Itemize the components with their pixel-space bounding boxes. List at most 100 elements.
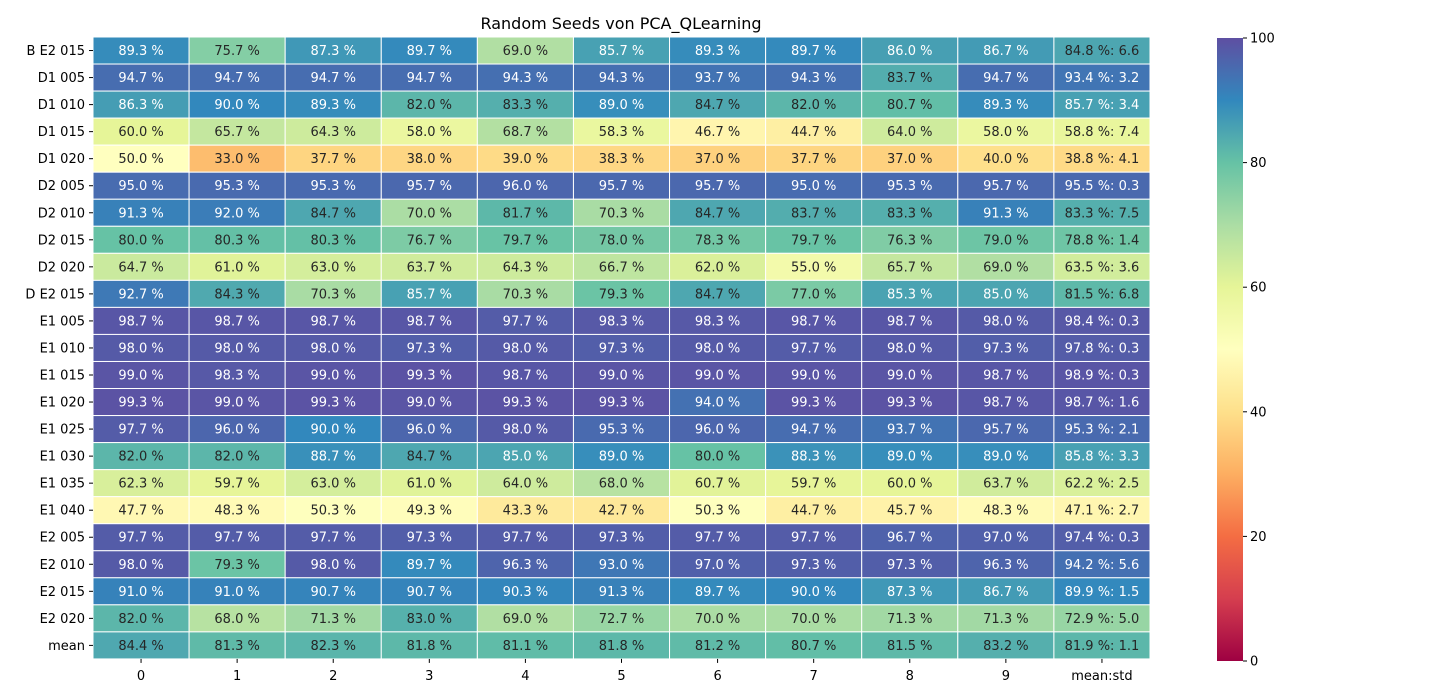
- y-tick-label: D2 015: [38, 233, 85, 248]
- cell-label: 99.0 %: [118, 369, 163, 384]
- cell-label: 50.3 %: [695, 504, 740, 519]
- heatmap-cell: [188, 198, 286, 227]
- colorbar-tick-label: 80: [1250, 156, 1267, 171]
- cell-label: 58.8 %: 7.4: [1065, 125, 1140, 140]
- cell-label: 81.5 %: 6.8: [1065, 287, 1140, 302]
- cell-label: 94.3 %: [503, 71, 548, 86]
- heatmap-cell: [669, 90, 767, 119]
- cell-label: 58.3 %: [599, 125, 644, 140]
- cell-label: 96.0 %: [214, 423, 259, 438]
- cell-label: 62.0 %: [695, 260, 740, 275]
- cell-label: 99.0 %: [311, 369, 356, 384]
- cell-label: 69.0 %: [983, 260, 1028, 275]
- cell-label: 95.5 %: 0.3: [1065, 179, 1140, 194]
- cell-label: 89.0 %: [983, 450, 1028, 465]
- cell-label: 84.8 %: 6.6: [1065, 44, 1140, 59]
- cell-label: 83.7 %: [791, 206, 836, 221]
- heatmap-cell: [1053, 36, 1151, 65]
- heatmap-cell: [861, 252, 959, 281]
- cell-label: 89.7 %: [791, 44, 836, 59]
- cell-label: 68.0 %: [214, 612, 259, 627]
- heatmap-cell: [92, 604, 190, 633]
- cell-label: 98.0 %: [695, 341, 740, 356]
- cell-label: 81.9 %: 1.1: [1065, 639, 1140, 654]
- x-tick-label: 5: [617, 669, 625, 684]
- cell-label: 98.0 %: [311, 341, 356, 356]
- heatmap-cell: [861, 279, 959, 308]
- cell-label: 37.7 %: [311, 152, 356, 167]
- cell-label: 84.7 %: [407, 450, 452, 465]
- heatmap-cell: [92, 252, 190, 281]
- cell-label: 97.0 %: [695, 558, 740, 573]
- heatmap-cell: [861, 117, 959, 146]
- heatmap-cell: [1053, 631, 1151, 660]
- cell-label: 95.7 %: [983, 179, 1028, 194]
- cell-label: 37.0 %: [887, 152, 932, 167]
- cell-label: 70.0 %: [791, 612, 836, 627]
- heatmap-cell: [861, 198, 959, 227]
- cell-label: 97.7 %: [503, 314, 548, 329]
- heatmap-cell: [572, 36, 671, 65]
- cell-label: 99.3 %: [791, 396, 836, 411]
- heatmap-cell: [765, 198, 863, 227]
- heatmap-cell: [188, 333, 286, 362]
- cell-label: 97.7 %: [791, 531, 836, 546]
- x-tick-label: 4: [521, 669, 529, 684]
- cell-label: 79.7 %: [503, 233, 548, 248]
- cell-label: 83.3 %: 7.5: [1065, 206, 1140, 221]
- heatmap-cell: [572, 117, 671, 146]
- cell-label: 86.3 %: [118, 98, 163, 113]
- heatmap-cell: [380, 496, 478, 525]
- heatmap-cell: [957, 550, 1055, 579]
- heatmap-cell: [92, 198, 190, 227]
- heatmap-cell: [861, 550, 959, 579]
- cell-label: 94.3 %: [791, 71, 836, 86]
- cell-label: 82.0 %: [407, 98, 452, 113]
- heatmap-cell: [669, 333, 767, 362]
- cell-label: 80.7 %: [791, 639, 836, 654]
- heatmap-cell: [284, 198, 382, 227]
- cell-label: 83.0 %: [407, 612, 452, 627]
- cell-label: 82.3 %: [311, 639, 356, 654]
- cell-label: 37.0 %: [695, 152, 740, 167]
- cell-label: 81.5 %: [887, 639, 932, 654]
- heatmap-cell: [765, 631, 863, 660]
- x-tick-label: 8: [906, 669, 914, 684]
- y-tick-label: E1 025: [40, 423, 85, 438]
- y-tick-label: E1 035: [40, 477, 85, 492]
- heatmap-cell: [765, 333, 863, 362]
- cell-label: 91.3 %: [983, 206, 1028, 221]
- cell-label: 97.7 %: [118, 423, 163, 438]
- heatmap-cell: [380, 144, 478, 173]
- cell-label: 64.3 %: [311, 125, 356, 140]
- cell-label: 82.0 %: [214, 450, 259, 465]
- cell-label: 62.3 %: [118, 477, 163, 492]
- y-tick-label: E1 010: [40, 341, 85, 356]
- heatmap-cell: [669, 117, 767, 146]
- cell-label: 84.7 %: [695, 98, 740, 113]
- heatmap-cell: [572, 144, 671, 173]
- heatmap-cell: [92, 36, 190, 65]
- cell-label: 98.0 %: [214, 341, 259, 356]
- heatmap-cell: [1053, 225, 1151, 254]
- cell-label: 96.0 %: [503, 179, 548, 194]
- cell-label: 97.0 %: [983, 531, 1028, 546]
- x-tick-label: 2: [329, 669, 337, 684]
- cell-label: 84.7 %: [695, 206, 740, 221]
- cell-label: 98.0 %: [118, 558, 163, 573]
- heatmap-cell: [957, 63, 1055, 92]
- heatmap-cell: [765, 496, 863, 525]
- heatmap-cell: [861, 496, 959, 525]
- cell-label: 98.7 %: [214, 314, 259, 329]
- cell-label: 96.0 %: [695, 423, 740, 438]
- cell-label: 64.0 %: [503, 477, 548, 492]
- cell-label: 98.4 %: 0.3: [1065, 314, 1140, 329]
- cell-label: 70.3 %: [311, 287, 356, 302]
- heatmap-cell: [765, 225, 863, 254]
- cell-label: 99.3 %: [118, 396, 163, 411]
- heatmap-cell: [1053, 523, 1151, 552]
- cell-label: 79.0 %: [983, 233, 1028, 248]
- cell-label: 99.0 %: [214, 396, 259, 411]
- y-tick-label: E1 020: [40, 396, 85, 411]
- cell-label: 94.7 %: [311, 71, 356, 86]
